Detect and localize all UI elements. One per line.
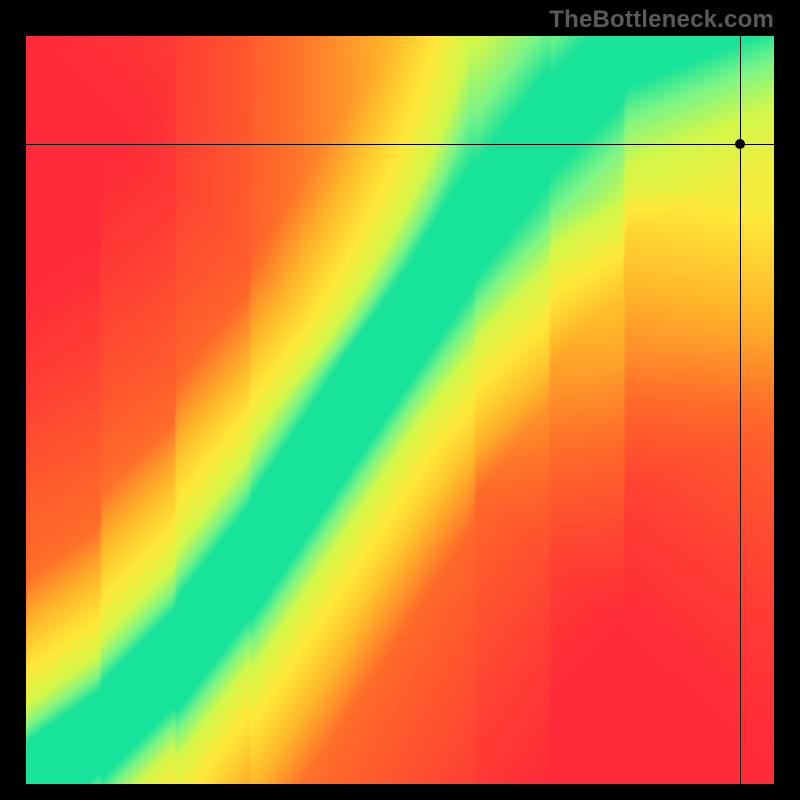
bottleneck-heatmap-plot (26, 36, 774, 784)
watermark-text: TheBottleneck.com (549, 6, 774, 34)
crosshair-horizontal-line (26, 144, 774, 145)
heatmap-canvas (26, 36, 774, 784)
crosshair-marker-dot (735, 139, 745, 149)
